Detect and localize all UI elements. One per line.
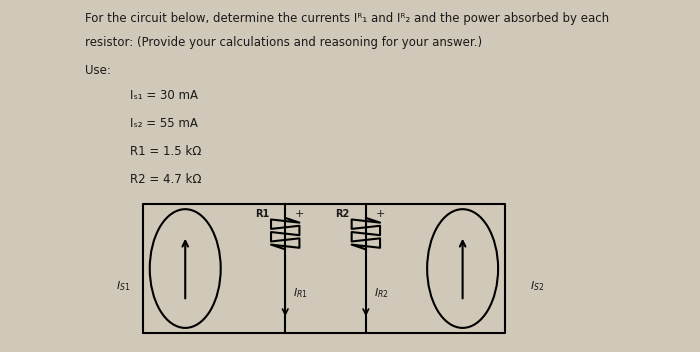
Text: $I_{S1}$: $I_{S1}$ bbox=[116, 279, 130, 293]
Text: +: + bbox=[375, 209, 385, 219]
Text: $I_{R1}$: $I_{R1}$ bbox=[293, 286, 308, 300]
Text: resistor: (Provide your calculations and reasoning for your answer.): resistor: (Provide your calculations and… bbox=[85, 36, 482, 49]
Text: $I_{R2}$: $I_{R2}$ bbox=[374, 286, 388, 300]
Text: For the circuit below, determine the currents Iᴿ₁ and Iᴿ₂ and the power absorbed: For the circuit below, determine the cur… bbox=[85, 12, 610, 25]
Text: Iₛ₁ = 30 mA: Iₛ₁ = 30 mA bbox=[130, 89, 198, 102]
Text: R2 = 4.7 kΩ: R2 = 4.7 kΩ bbox=[130, 172, 202, 186]
Text: R1 = 1.5 kΩ: R1 = 1.5 kΩ bbox=[130, 145, 202, 158]
Text: R1: R1 bbox=[255, 209, 269, 219]
Text: Use:: Use: bbox=[85, 64, 111, 77]
Text: R2: R2 bbox=[335, 209, 350, 219]
Text: +: + bbox=[295, 209, 304, 219]
Text: Iₛ₂ = 55 mA: Iₛ₂ = 55 mA bbox=[130, 117, 198, 130]
Text: $I_{S2}$: $I_{S2}$ bbox=[531, 279, 545, 293]
